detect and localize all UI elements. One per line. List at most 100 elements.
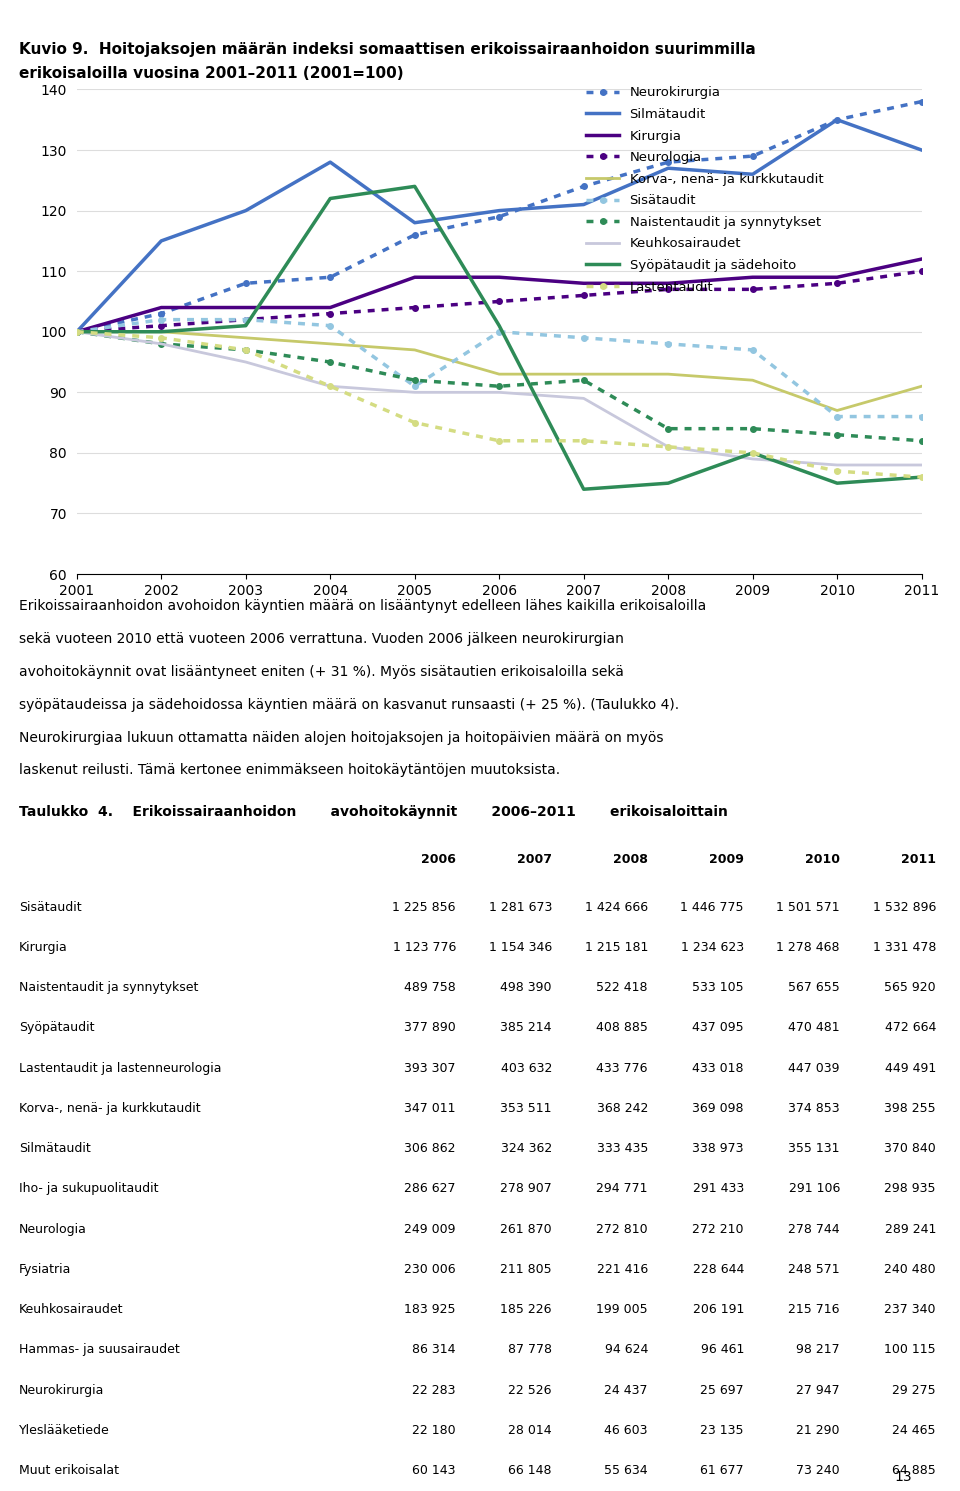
Text: 470 481: 470 481 (788, 1021, 840, 1035)
Text: 73 240: 73 240 (797, 1464, 840, 1478)
Text: Fysiatria: Fysiatria (19, 1263, 72, 1276)
Text: 433 776: 433 776 (596, 1062, 648, 1075)
Text: 248 571: 248 571 (788, 1263, 840, 1276)
Text: 2010: 2010 (805, 853, 840, 866)
Text: Erikoissairaanhoidon avohoidon käyntien määrä on lisääntynyt edelleen lähes kaik: Erikoissairaanhoidon avohoidon käyntien … (19, 599, 707, 613)
Text: 374 853: 374 853 (788, 1102, 840, 1115)
Text: 291 106: 291 106 (788, 1182, 840, 1196)
Text: 1 331 478: 1 331 478 (873, 941, 936, 954)
Text: 228 644: 228 644 (692, 1263, 744, 1276)
Text: 289 241: 289 241 (884, 1223, 936, 1236)
Text: 565 920: 565 920 (884, 981, 936, 994)
Text: 22 526: 22 526 (509, 1384, 552, 1397)
Text: 324 362: 324 362 (501, 1142, 552, 1156)
Text: Hammas- ja suusairaudet: Hammas- ja suusairaudet (19, 1343, 180, 1357)
Text: 1 278 468: 1 278 468 (777, 941, 840, 954)
Text: 347 011: 347 011 (404, 1102, 456, 1115)
Text: Kirurgia: Kirurgia (19, 941, 68, 954)
Text: 2008: 2008 (613, 853, 648, 866)
Text: 185 226: 185 226 (500, 1303, 552, 1317)
Text: 21 290: 21 290 (797, 1424, 840, 1437)
Text: 24 437: 24 437 (605, 1384, 648, 1397)
Text: Neurokirurgia: Neurokirurgia (19, 1384, 105, 1397)
Text: 306 862: 306 862 (404, 1142, 456, 1156)
Legend: Neurokirurgia, Silmätaudit, Kirurgia, Neurologia, Korva-, nenä- ja kurkkutaudit,: Neurokirurgia, Silmätaudit, Kirurgia, Ne… (586, 86, 824, 294)
Text: 370 840: 370 840 (884, 1142, 936, 1156)
Text: 27 947: 27 947 (797, 1384, 840, 1397)
Text: 60 143: 60 143 (413, 1464, 456, 1478)
Text: 286 627: 286 627 (404, 1182, 456, 1196)
Text: 437 095: 437 095 (692, 1021, 744, 1035)
Text: 86 314: 86 314 (413, 1343, 456, 1357)
Text: erikoisaloilla vuosina 2001–2011 (2001=100): erikoisaloilla vuosina 2001–2011 (2001=1… (19, 66, 404, 81)
Text: 278 744: 278 744 (788, 1223, 840, 1236)
Text: 13: 13 (895, 1470, 912, 1484)
Text: Lastentaudit ja lastenneurologia: Lastentaudit ja lastenneurologia (19, 1062, 222, 1075)
Text: 1 215 181: 1 215 181 (585, 941, 648, 954)
Text: 261 870: 261 870 (500, 1223, 552, 1236)
Text: 2007: 2007 (517, 853, 552, 866)
Text: 403 632: 403 632 (500, 1062, 552, 1075)
Text: 385 214: 385 214 (500, 1021, 552, 1035)
Text: 1 154 346: 1 154 346 (489, 941, 552, 954)
Text: Keuhkosairaudet: Keuhkosairaudet (19, 1303, 124, 1317)
Text: Kuvio 9.  Hoitojaksojen määrän indeksi somaattisen erikoissairaanhoidon suurimmi: Kuvio 9. Hoitojaksojen määrän indeksi so… (19, 42, 756, 57)
Text: Iho- ja sukupuolitaudit: Iho- ja sukupuolitaudit (19, 1182, 158, 1196)
Text: 291 433: 291 433 (693, 1182, 744, 1196)
Text: 567 655: 567 655 (788, 981, 840, 994)
Text: 237 340: 237 340 (884, 1303, 936, 1317)
Text: 183 925: 183 925 (404, 1303, 456, 1317)
Text: 489 758: 489 758 (404, 981, 456, 994)
Text: 433 018: 433 018 (692, 1062, 744, 1075)
Text: 249 009: 249 009 (404, 1223, 456, 1236)
Text: 87 778: 87 778 (508, 1343, 552, 1357)
Text: 368 242: 368 242 (596, 1102, 648, 1115)
Text: 2006: 2006 (421, 853, 456, 866)
Text: syöpätaudeissa ja sädehoidossa käyntien määrä on kasvanut runsaasti (+ 25 %). (T: syöpätaudeissa ja sädehoidossa käyntien … (19, 698, 680, 711)
Text: Korva-, nenä- ja kurkkutaudit: Korva-, nenä- ja kurkkutaudit (19, 1102, 201, 1115)
Text: 408 885: 408 885 (596, 1021, 648, 1035)
Text: Naistentaudit ja synnytykset: Naistentaudit ja synnytykset (19, 981, 199, 994)
Text: 96 461: 96 461 (701, 1343, 744, 1357)
Text: 1 532 896: 1 532 896 (873, 901, 936, 914)
Text: 1 446 775: 1 446 775 (681, 901, 744, 914)
Text: 369 098: 369 098 (692, 1102, 744, 1115)
Text: 211 805: 211 805 (500, 1263, 552, 1276)
Text: 522 418: 522 418 (596, 981, 648, 994)
Text: 398 255: 398 255 (884, 1102, 936, 1115)
Text: 240 480: 240 480 (884, 1263, 936, 1276)
Text: Sisätaudit: Sisätaudit (19, 901, 82, 914)
Text: 24 465: 24 465 (893, 1424, 936, 1437)
Text: 2009: 2009 (709, 853, 744, 866)
Text: 1 424 666: 1 424 666 (585, 901, 648, 914)
Text: 61 677: 61 677 (701, 1464, 744, 1478)
Text: Taulukko  4.    Erikoissairaanhoidon       avohoitokäynnit       2006–2011      : Taulukko 4. Erikoissairaanhoidon avohoit… (19, 805, 728, 819)
Text: 28 014: 28 014 (509, 1424, 552, 1437)
Text: 449 491: 449 491 (885, 1062, 936, 1075)
Text: 278 907: 278 907 (500, 1182, 552, 1196)
Text: 46 603: 46 603 (605, 1424, 648, 1437)
Text: 338 973: 338 973 (692, 1142, 744, 1156)
Text: 1 225 856: 1 225 856 (393, 901, 456, 914)
Text: 25 697: 25 697 (701, 1384, 744, 1397)
Text: 298 935: 298 935 (884, 1182, 936, 1196)
Text: 2011: 2011 (901, 853, 936, 866)
Text: 333 435: 333 435 (596, 1142, 648, 1156)
Text: 355 131: 355 131 (788, 1142, 840, 1156)
Text: 94 624: 94 624 (605, 1343, 648, 1357)
Text: 472 664: 472 664 (884, 1021, 936, 1035)
Text: Syöpätaudit: Syöpätaudit (19, 1021, 95, 1035)
Text: 22 180: 22 180 (413, 1424, 456, 1437)
Text: 1 281 673: 1 281 673 (489, 901, 552, 914)
Text: 64 885: 64 885 (892, 1464, 936, 1478)
Text: 447 039: 447 039 (788, 1062, 840, 1075)
Text: Yleslääketiede: Yleslääketiede (19, 1424, 110, 1437)
Text: 272 810: 272 810 (596, 1223, 648, 1236)
Text: Neurokirurgiaa lukuun ottamatta näiden alojen hoitojaksojen ja hoitopäivien määr: Neurokirurgiaa lukuun ottamatta näiden a… (19, 731, 663, 744)
Text: 1 123 776: 1 123 776 (393, 941, 456, 954)
Text: 199 005: 199 005 (596, 1303, 648, 1317)
Text: Muut erikoisalat: Muut erikoisalat (19, 1464, 119, 1478)
Text: Silmätaudit: Silmätaudit (19, 1142, 91, 1156)
Text: 353 511: 353 511 (500, 1102, 552, 1115)
Text: 206 191: 206 191 (692, 1303, 744, 1317)
